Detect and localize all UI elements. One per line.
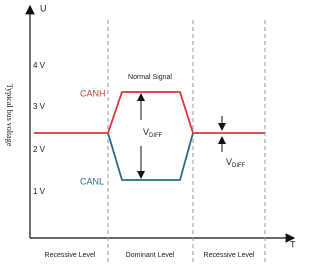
vdiff-sub: DIFF [232, 163, 246, 169]
y-axis-title: Typical bus voltage [5, 84, 14, 147]
y-tick-label: 1 V [33, 187, 46, 196]
vdiff-label: VDIFF [143, 127, 163, 138]
level-label: Recessive Level [45, 252, 96, 259]
canh-line [34, 91, 265, 134]
x-axis-symbol: T [290, 239, 296, 249]
canl-label: CANL [80, 176, 104, 186]
level-label: Dominant Level [126, 252, 175, 259]
vdiff-sub: DIFF [149, 133, 163, 139]
can-bus-diagram: U T Typical bus voltage 4 V 3 V 2 V 1 V … [5, 3, 296, 262]
vdiff-main: V [226, 157, 232, 167]
canl-line [107, 132, 194, 181]
y-tick-label: 2 V [33, 145, 46, 154]
y-axis-symbol: U [40, 3, 47, 13]
y-tick-label: 3 V [33, 102, 46, 111]
vdiff-label: VDIFF [226, 157, 246, 168]
vdiff-main: V [143, 127, 149, 137]
y-tick-label: 4 V [33, 61, 46, 70]
level-label: Recessive Level [204, 252, 255, 259]
signal-title: Normal Signal [128, 74, 172, 81]
canh-label: CANH [80, 88, 106, 98]
